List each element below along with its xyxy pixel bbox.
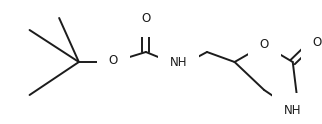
Text: O: O	[141, 13, 150, 26]
Text: O: O	[109, 55, 118, 67]
Text: NH: NH	[284, 105, 301, 118]
Text: O: O	[260, 37, 269, 50]
Text: O: O	[313, 36, 322, 49]
Text: NH: NH	[170, 56, 187, 68]
